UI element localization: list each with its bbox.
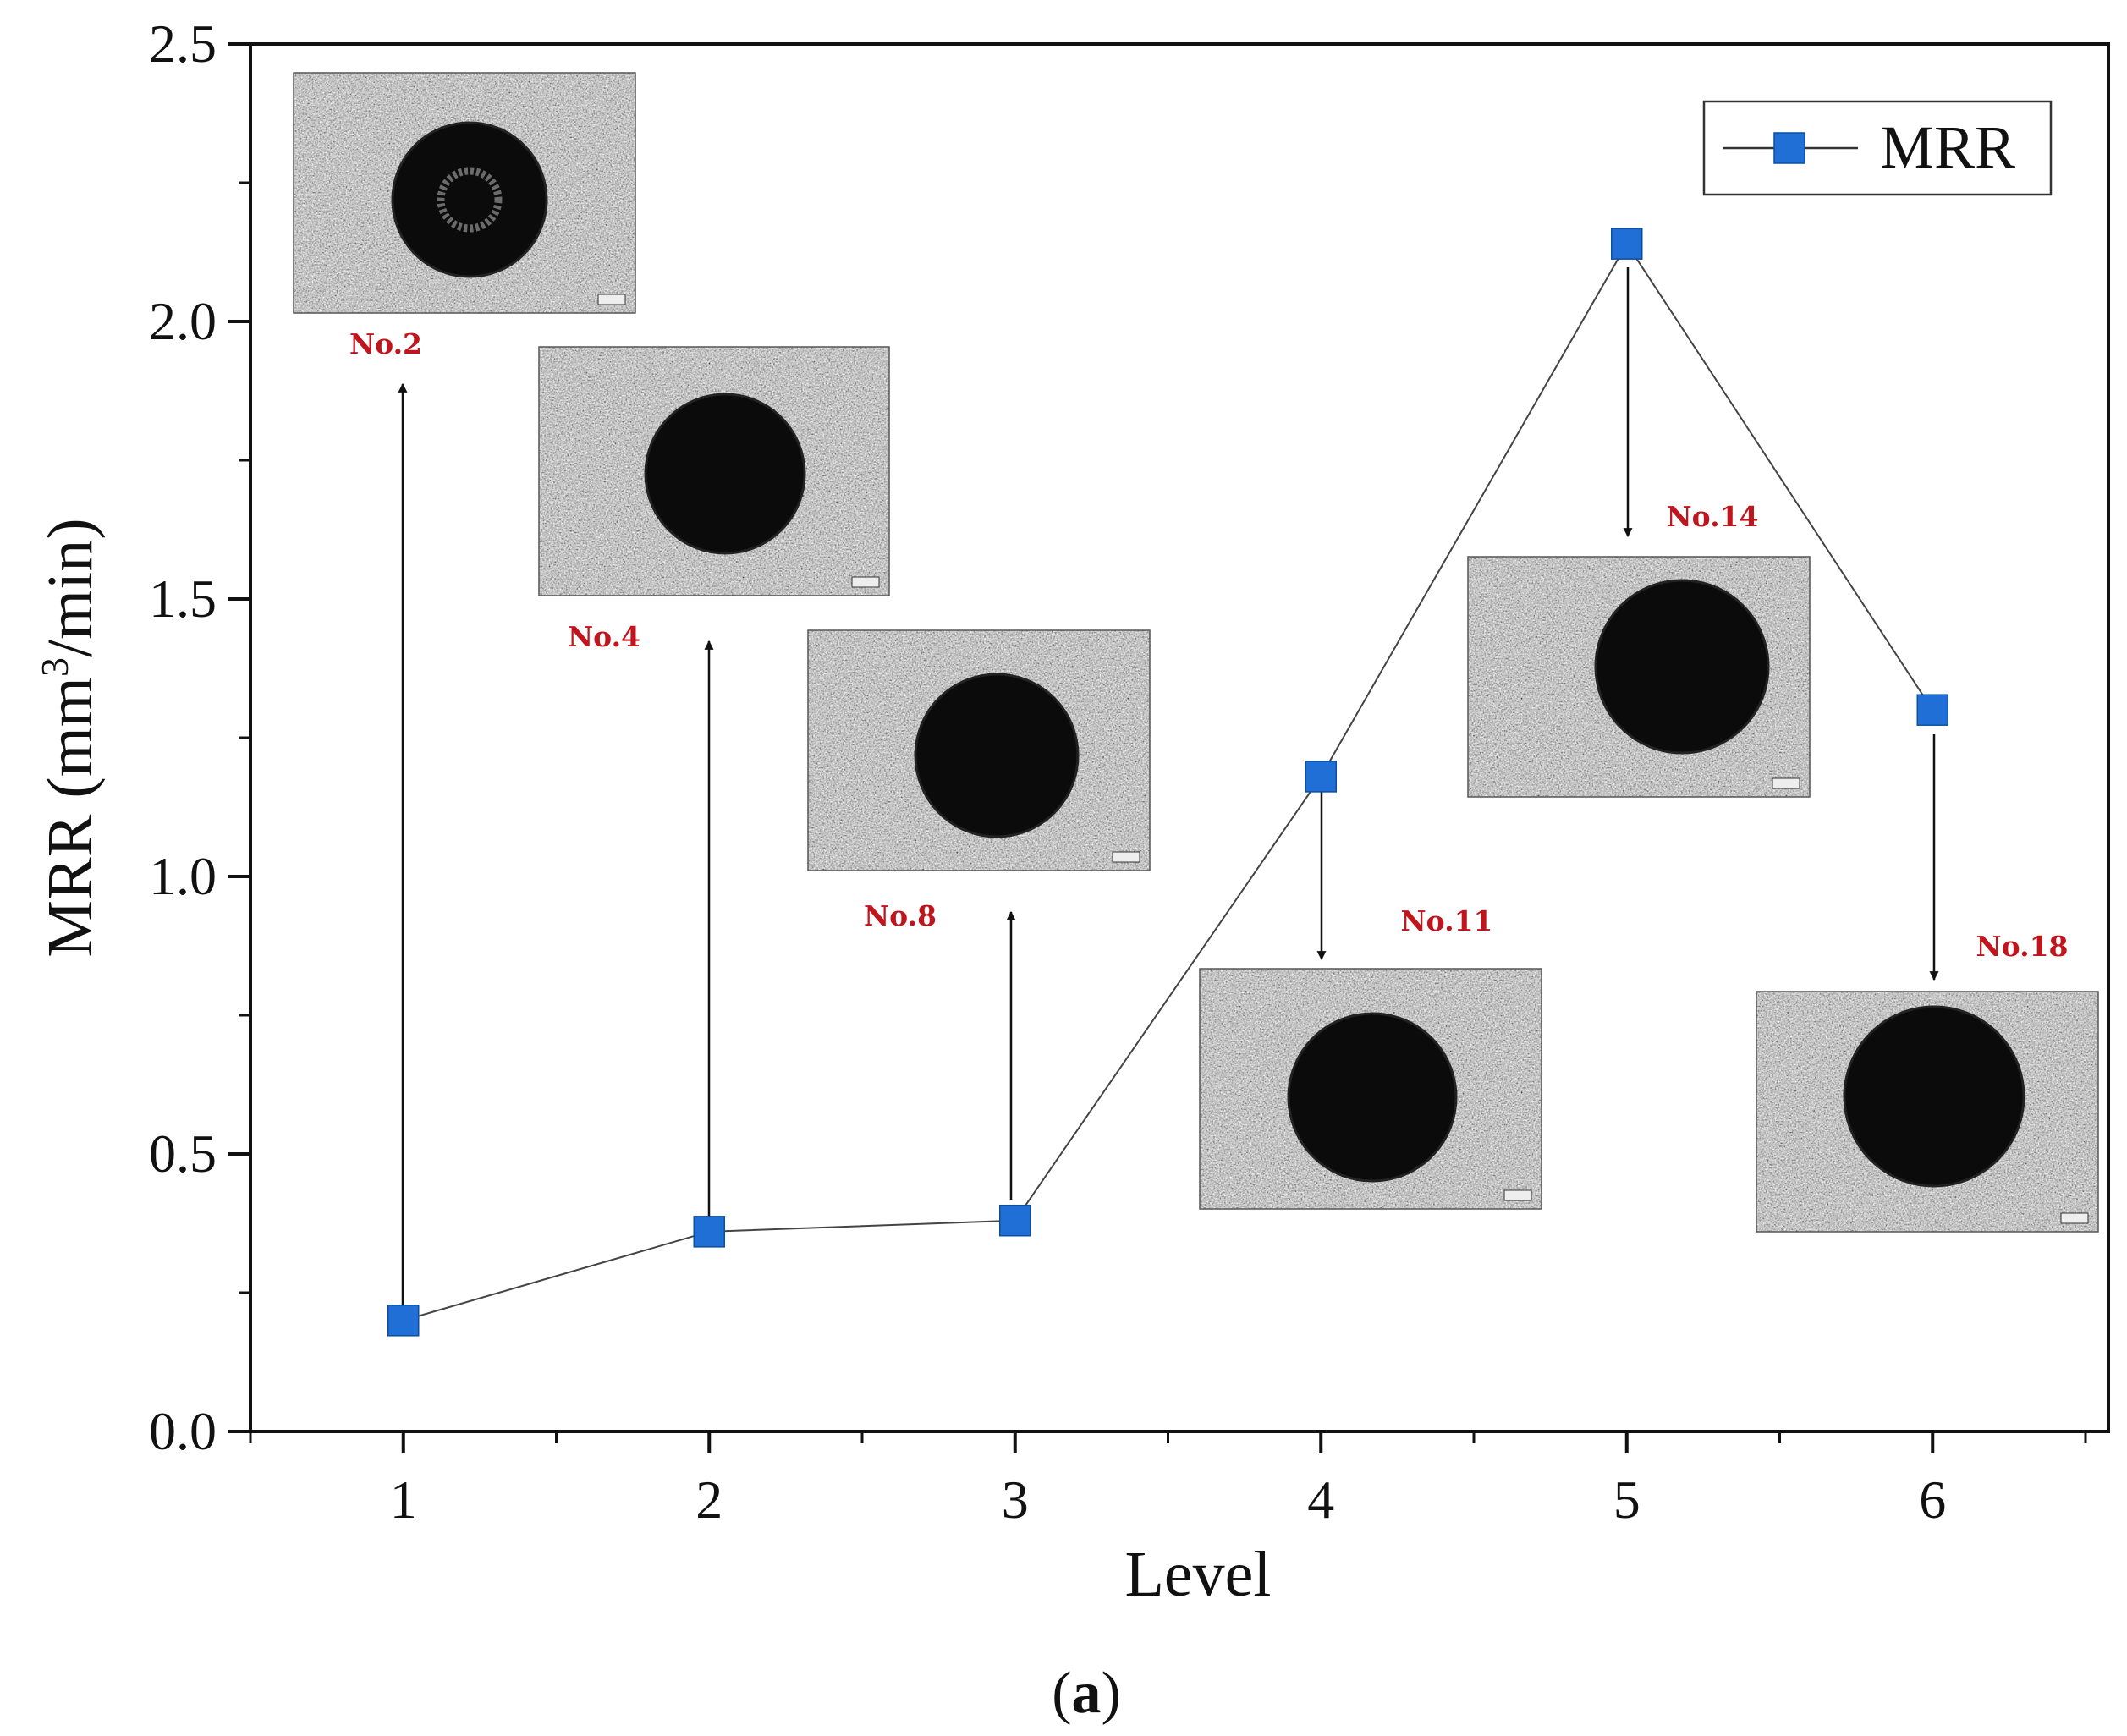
- micrograph-inset: No.18: [1756, 930, 2099, 1233]
- inset-label: No.2: [349, 327, 422, 360]
- microscope-insets: No.2 No.4 No.8 No.11 No.14 No.18: [293, 72, 2099, 1233]
- micrograph-border: [1756, 991, 2099, 1233]
- micrograph-border: [1199, 968, 1542, 1210]
- scale-bar: [1112, 851, 1140, 863]
- y-axis-title: MRR (mm3/min): [33, 518, 106, 957]
- series-line: [403, 242, 1934, 1321]
- micrograph-border: [1467, 556, 1811, 798]
- scale-bar: [1772, 777, 1800, 789]
- x-tick-label: 6: [1919, 1470, 1946, 1530]
- micrograph-border: [807, 629, 1151, 871]
- data-point: [1305, 761, 1337, 793]
- data-point: [693, 1216, 725, 1248]
- drilled-hole: [1287, 1012, 1458, 1183]
- drilled-hole: [644, 393, 806, 555]
- data-point: [387, 1305, 420, 1337]
- micrograph-inset: No.11: [1199, 904, 1542, 1210]
- scale-bar: [2060, 1212, 2089, 1224]
- micrograph-border: [538, 346, 890, 596]
- mrr-series: [387, 228, 1948, 1337]
- micrograph-inset: No.8: [807, 629, 1151, 932]
- y-tick-label: 1.0: [149, 846, 217, 906]
- hole-ring: [437, 167, 503, 233]
- panel-label: (a): [1052, 1661, 1121, 1726]
- y-axis-title-tail: /min): [35, 518, 106, 657]
- x-tick-label: 3: [1002, 1470, 1029, 1530]
- y-axis-title-superscript: 3: [33, 657, 76, 677]
- drilled-hole: [1843, 1005, 2025, 1188]
- micrograph-inset: No.4: [538, 346, 890, 653]
- inset-label: No.4: [568, 620, 640, 653]
- inset-arrows: [398, 267, 1939, 1321]
- micrograph-inset: No.2: [293, 72, 636, 360]
- y-tick-label: 2.0: [149, 291, 217, 351]
- x-tick-label: 5: [1613, 1470, 1641, 1530]
- x-tick-label: 1: [390, 1470, 417, 1530]
- data-point: [1916, 694, 1948, 726]
- legend: MRR: [1702, 100, 2053, 196]
- x-tick-label: 4: [1307, 1470, 1334, 1530]
- inset-label: No.8: [864, 899, 937, 932]
- y-tick-label: 0.5: [149, 1123, 217, 1184]
- axis-ticks: 0.0 0.5 1.0 1.5 2.0 2.5 1 2 3 4 5 6: [149, 14, 2087, 1530]
- scale-bar: [597, 294, 626, 305]
- y-tick-label: 0.0: [149, 1401, 217, 1461]
- inset-label: No.18: [1976, 930, 2068, 963]
- drilled-hole: [391, 121, 548, 278]
- inset-label: No.11: [1400, 904, 1492, 937]
- data-point: [999, 1204, 1031, 1237]
- x-tick-label: 2: [695, 1470, 723, 1530]
- micrograph-inset: No.14: [1467, 500, 1811, 798]
- micrograph-border: [293, 72, 636, 314]
- legend-marker: [1773, 132, 1805, 164]
- y-tick-label: 2.5: [149, 14, 217, 74]
- scale-bar: [851, 576, 880, 588]
- inset-label: No.14: [1666, 500, 1758, 533]
- scale-bar: [1503, 1189, 1532, 1201]
- x-axis-title: Level: [1124, 1539, 1271, 1610]
- y-tick-label: 1.5: [149, 569, 217, 629]
- legend-label: MRR: [1880, 113, 2015, 181]
- drilled-hole: [914, 673, 1080, 838]
- y-axis-title-main: MRR (mm: [35, 677, 106, 958]
- drilled-hole: [1594, 579, 1770, 755]
- data-point: [1611, 228, 1643, 260]
